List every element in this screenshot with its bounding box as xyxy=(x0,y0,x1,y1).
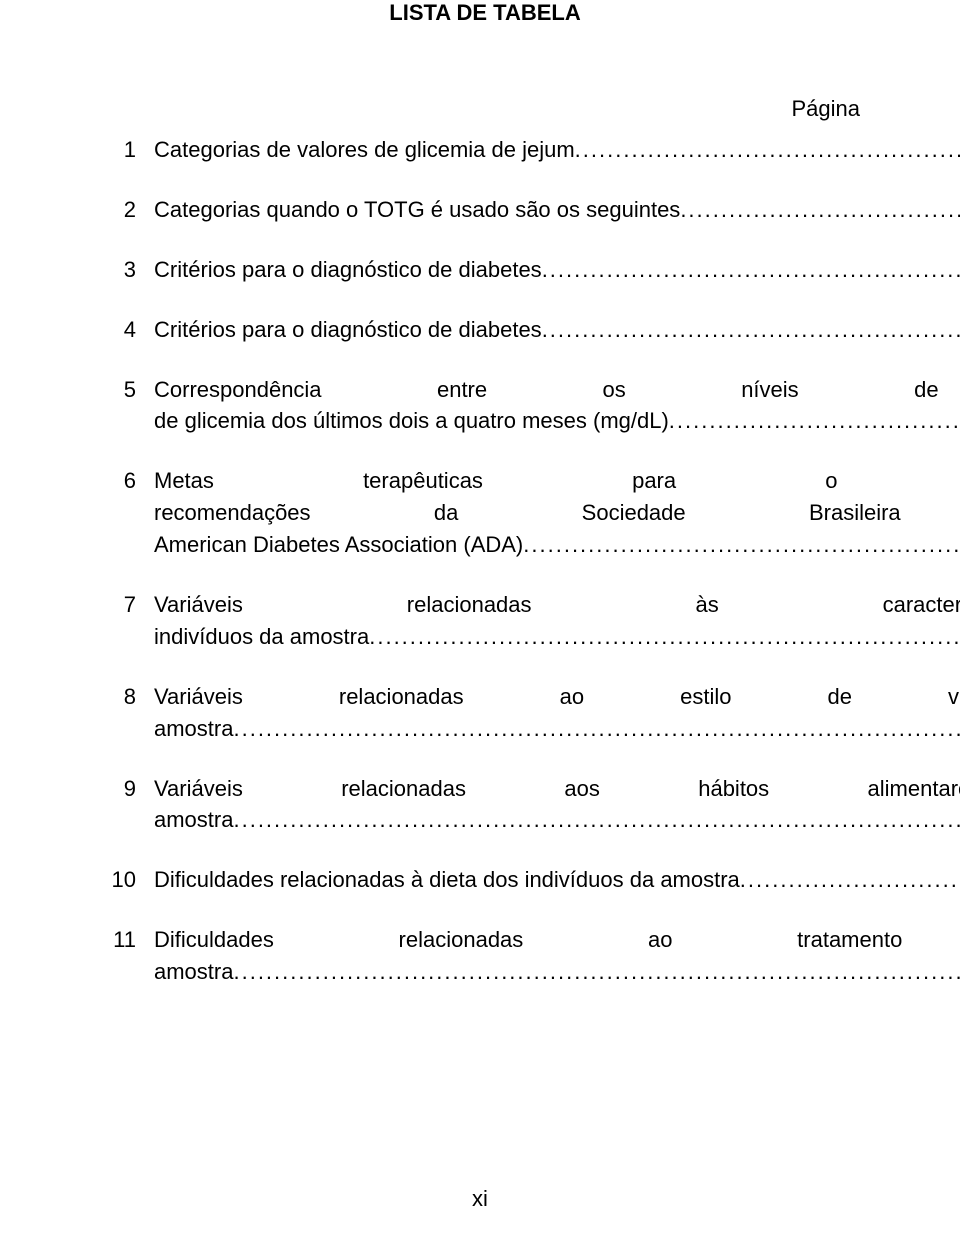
dot-leader xyxy=(680,194,960,226)
toc-entry-description: Categorias de valores de glicemia de jej… xyxy=(154,134,960,166)
toc-entry-text-last: Dificuldades relacionadas à dieta dos in… xyxy=(154,864,740,896)
toc-entry-description: Dificuldades relacionadas à dieta dos in… xyxy=(154,864,960,896)
toc-entry-text: Metas terapêuticas para o controle glicê… xyxy=(154,465,960,529)
toc-entry-description: Dificuldades relacionadas ao tratamento … xyxy=(154,924,960,988)
toc-entry-description: Metas terapêuticas para o controle glicê… xyxy=(154,465,960,561)
dot-leader xyxy=(523,529,960,561)
toc-entry: 7Variáveis relacionadas às característic… xyxy=(110,589,860,653)
toc-entry-number: 11 xyxy=(110,924,154,956)
toc-entry: 2Categorias quando o TOTG é usado são os… xyxy=(110,194,860,226)
toc-entry-text-last: Critérios para o diagnóstico de diabetes xyxy=(154,254,542,286)
toc-entry-text: Variáveis relacionadas aos hábitos alime… xyxy=(154,773,960,805)
dot-leader xyxy=(575,134,960,166)
toc-entry-number: 2 xyxy=(110,194,154,226)
toc-entry: 8Variáveis relacionadas ao estilo de vid… xyxy=(110,681,860,745)
toc-entry-text-last: Categorias quando o TOTG é usado são os … xyxy=(154,194,680,226)
dot-leader xyxy=(542,314,960,346)
dot-leader xyxy=(740,864,960,896)
toc-entry-number: 9 xyxy=(110,773,154,805)
toc-entry-text-last: indivíduos da amostra xyxy=(154,621,369,653)
toc-entry-text: Variáveis relacionadas às característica… xyxy=(154,589,960,621)
toc-entry: 11Dificuldades relacionadas ao tratament… xyxy=(110,924,860,988)
toc-entry-description: Variáveis relacionadas às característica… xyxy=(154,589,960,653)
dot-leader xyxy=(233,713,960,745)
toc-entry-text-last: Critérios para o diagnóstico de diabetes xyxy=(154,314,542,346)
toc-entry: 10Dificuldades relacionadas à dieta dos … xyxy=(110,864,860,896)
toc-entry-text-last: Categorias de valores de glicemia de jej… xyxy=(154,134,575,166)
toc-entry-description: Variáveis relacionadas ao estilo de vida… xyxy=(154,681,960,745)
toc-entry-text-last: de glicemia dos últimos dois a quatro me… xyxy=(154,405,669,437)
dot-leader xyxy=(233,956,960,988)
toc-entry: 4Critérios para o diagnóstico de diabete… xyxy=(110,314,860,346)
dot-leader xyxy=(669,405,960,437)
toc-entry-text-last: amostra xyxy=(154,956,233,988)
toc-entry-number: 5 xyxy=(110,374,154,406)
toc-entry-text-last: American Diabetes Association (ADA) xyxy=(154,529,523,561)
toc-entry-number: 6 xyxy=(110,465,154,497)
toc-entry: 6Metas terapêuticas para o controle glic… xyxy=(110,465,860,561)
toc-entry-number: 7 xyxy=(110,589,154,621)
toc-entry-text: Variáveis relacionadas ao estilo de vida… xyxy=(154,681,960,713)
toc-entry-text-last: amostra xyxy=(154,804,233,836)
toc-entry-description: Critérios para o diagnóstico de diabetes… xyxy=(154,254,960,286)
toc-entry-text-last: amostra xyxy=(154,713,233,745)
toc-entry: 1Categorias de valores de glicemia de je… xyxy=(110,134,860,166)
toc-entry-number: 4 xyxy=(110,314,154,346)
toc-entry: 5Correspondência entre os níveis de A1C … xyxy=(110,374,860,438)
toc-entry: 3Critérios para o diagnóstico de diabete… xyxy=(110,254,860,286)
toc-entry-text: Dificuldades relacionadas ao tratamento … xyxy=(154,924,960,956)
toc-entry-description: Correspondência entre os níveis de A1C (… xyxy=(154,374,960,438)
page-column-label: Página xyxy=(110,96,860,122)
page-number-roman: xi xyxy=(0,1186,960,1212)
toc-entry-text: Correspondência entre os níveis de A1C (… xyxy=(154,374,960,406)
toc-entry-description: Variáveis relacionadas aos hábitos alime… xyxy=(154,773,960,837)
dot-leader xyxy=(369,621,960,653)
dot-leader xyxy=(542,254,960,286)
toc-entry-number: 8 xyxy=(110,681,154,713)
toc-entry-number: 10 xyxy=(110,864,154,896)
dot-leader xyxy=(233,804,960,836)
toc-entry-number: 1 xyxy=(110,134,154,166)
toc-entry-number: 3 xyxy=(110,254,154,286)
toc-entry-description: Categorias quando o TOTG é usado são os … xyxy=(154,194,960,226)
page-title: LISTA DE TABELA xyxy=(110,0,860,26)
toc-entry-description: Critérios para o diagnóstico de diabetes… xyxy=(154,314,960,346)
toc-list: 1Categorias de valores de glicemia de je… xyxy=(110,134,860,988)
toc-entry: 9Variáveis relacionadas aos hábitos alim… xyxy=(110,773,860,837)
